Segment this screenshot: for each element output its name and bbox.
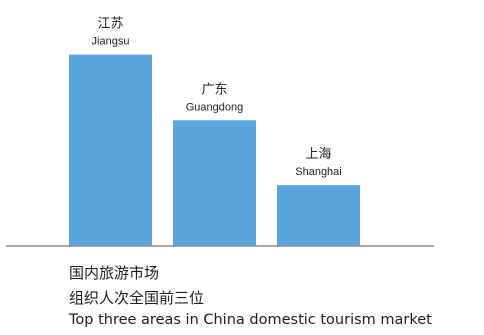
bar-label-en-shanghai: Shanghai [295, 166, 342, 178]
caption-line-1: 国内旅游市场 [69, 264, 160, 282]
bar-guangdong [173, 120, 256, 246]
bar-jiangsu [69, 54, 152, 246]
bar-shanghai [277, 185, 360, 246]
bar-labels-group: 江苏 Jiangsu 广东 Guangdong 上海 Shanghai [92, 16, 342, 179]
bar-label-cn-jiangsu: 江苏 [97, 16, 123, 32]
bar-label-cn-shanghai: 上海 [305, 147, 331, 162]
bar-chart: 江苏 Jiangsu 广东 Guangdong 上海 Shanghai [6, 16, 434, 247]
caption-line-2: 组织人次全国前三位 [69, 289, 205, 307]
bar-label-en-guangdong: Guangdong [186, 101, 244, 113]
bar-label-cn-guangdong: 广东 [201, 82, 227, 97]
bar-label-en-jiangsu: Jiangsu [92, 36, 130, 48]
bars-group [69, 54, 360, 246]
caption-line-3: Top three areas in China domestic touris… [69, 312, 432, 328]
